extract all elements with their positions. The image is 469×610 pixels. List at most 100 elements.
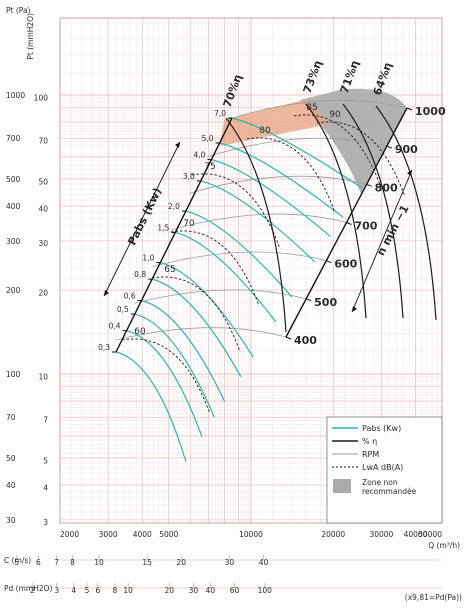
legend-item-efficiency: % η [362, 437, 377, 446]
x-tick-label: 5000 [159, 530, 178, 539]
y-pa-tick-label: 40 [6, 481, 16, 490]
y-mmh2o-tick-label: 4 [43, 483, 48, 492]
rpm-tick [386, 145, 393, 149]
legend-swatch-zone [333, 479, 351, 493]
x-tick-label: 50000 [418, 530, 442, 539]
noise-label: 70 [183, 219, 195, 229]
y-axis-pa-label: Pt (Pa) [6, 6, 31, 15]
y-pa-tick-label: 1000 [6, 91, 25, 100]
power-tick-label: 0,6 [124, 292, 136, 301]
rpm-tick-label: 900 [395, 143, 418, 156]
rpm-tick-label: 500 [314, 296, 337, 309]
dynamic-pressure-scale: Pd (mmH2O) (x9,81=Pd(Pa)) 12345681020304… [4, 583, 462, 602]
y-pa-tick-label: 30 [6, 516, 16, 525]
dynamic-pressure-note: (x9,81=Pd(Pa)) [405, 593, 462, 602]
velocity-scale-label: C (m/s) [4, 556, 31, 565]
velocity-tick-label: 15 [142, 558, 152, 567]
y-axis-mmh2o-ticks: 100 70 50 40 30 20 10 7 5 4 3 [34, 93, 49, 527]
rpm-curve [189, 175, 367, 194]
velocity-tick-label: 20 [176, 558, 186, 567]
y-pa-tick-label: 300 [6, 237, 21, 246]
x-axis-ticks: 2000 3000 4000 5000 10000 20000 30000 400005000… [60, 530, 442, 539]
pabs-curve [211, 158, 332, 238]
y-mmh2o-tick-label: 20 [38, 288, 48, 297]
power-tick-label: 0,3 [98, 343, 110, 352]
rpm-axis-arrowhead-up [407, 170, 412, 176]
x-tick-label: 40000 [404, 530, 428, 539]
rpm-curve [134, 289, 307, 304]
power-axis-arrowhead-up [175, 142, 180, 148]
y-pa-tick-label: 700 [6, 134, 21, 143]
power-axis-line [115, 117, 233, 353]
velocity-scale: C (m/s) 23456781015203040 [4, 555, 442, 567]
rpm-curve [152, 251, 327, 268]
legend-item-zone: Zone non recommandée [362, 478, 417, 496]
x-tick-label: 3000 [99, 530, 118, 539]
y-pa-tick-label: 100 [6, 370, 21, 379]
efficiency-curve [375, 105, 437, 321]
noise-curves: 60 65 70 75 80 85 90 [121, 103, 406, 415]
pabs-curve [141, 299, 226, 402]
rpm-tick [285, 336, 292, 340]
efficiency-curve [225, 117, 287, 333]
plot-frame [59, 17, 443, 524]
legend-box [326, 416, 443, 524]
y-pa-tick-label: 200 [6, 286, 21, 295]
x-tick-label: 30000 [369, 530, 393, 539]
power-tick-label: 4,0 [193, 151, 205, 160]
dynamic-pressure-tick-label: 4 [71, 586, 76, 595]
x-tick-label: 2000 [60, 530, 79, 539]
x-axis-label: Q (m³/h) [428, 541, 460, 550]
power-tick-label: 3,0 [183, 172, 195, 181]
rpm-tick-label: 400 [294, 334, 317, 347]
noise-curve [316, 121, 406, 198]
dynamic-pressure-tick-label: 20 [165, 586, 175, 595]
rpm-axis-arrowhead-down [352, 306, 357, 312]
velocity-tick-label: 8 [70, 558, 75, 567]
velocity-tick-label: 6 [36, 558, 41, 567]
power-axis-arrow [103, 141, 181, 297]
y-mmh2o-tick-label: 3 [43, 518, 48, 527]
y-mmh2o-tick-label: 5 [43, 456, 48, 465]
legend-item-noise: LwA dB(A) [362, 463, 403, 472]
y-mmh2o-tick-label: 30 [38, 239, 48, 248]
pabs-curve [151, 278, 242, 377]
power-tick-label: 2,0 [168, 202, 180, 211]
dynamic-pressure-tick-label: 2 [30, 586, 35, 595]
rpm-tick-label: 700 [355, 220, 378, 233]
y-pa-tick-label: 400 [6, 202, 21, 211]
noise-curve [170, 230, 260, 307]
rpm-tick [346, 222, 352, 225]
dynamic-pressure-tick-label: 60 [230, 586, 240, 595]
y-mmh2o-tick-label: 100 [34, 93, 49, 102]
rpm-tick-label: 1000 [415, 105, 446, 118]
rpm-tick [366, 183, 372, 187]
dynamic-pressure-tick-label: 100 [258, 586, 273, 595]
y-mmh2o-tick-label: 7 [43, 416, 48, 425]
power-tick-label: 0,5 [117, 305, 129, 314]
power-tick-label: 0,4 [109, 322, 121, 331]
x-tick-label: 10000 [239, 530, 263, 539]
y-mmh2o-tick-label: 70 [38, 137, 48, 146]
velocity-tick-label: 40 [259, 558, 269, 567]
x-tick-label: 20000 [321, 530, 345, 539]
noise-label: 90 [329, 110, 341, 120]
dynamic-pressure-tick-label: 30 [189, 586, 199, 595]
legend-item-rpm: RPM [362, 450, 379, 459]
zone-non-recommandee [300, 88, 407, 194]
y-pa-tick-label: 500 [6, 175, 21, 184]
noise-label: 60 [134, 327, 146, 337]
highlight-band [220, 100, 330, 146]
power-tick-label: 5,0 [202, 134, 214, 143]
dynamic-pressure-tick-label: 8 [113, 586, 118, 595]
efficiency-label: 64%η [371, 61, 395, 98]
noise-curve [293, 114, 383, 191]
dynamic-pressure-scale-label: Pd (mmH2O) [4, 584, 53, 593]
highlight-shape [220, 100, 330, 146]
pabs-curve [126, 330, 203, 438]
power-tick-label: 1,0 [142, 254, 154, 263]
legend-zone-line-2: recommandée [362, 487, 417, 496]
efficiency-curve [305, 103, 367, 319]
